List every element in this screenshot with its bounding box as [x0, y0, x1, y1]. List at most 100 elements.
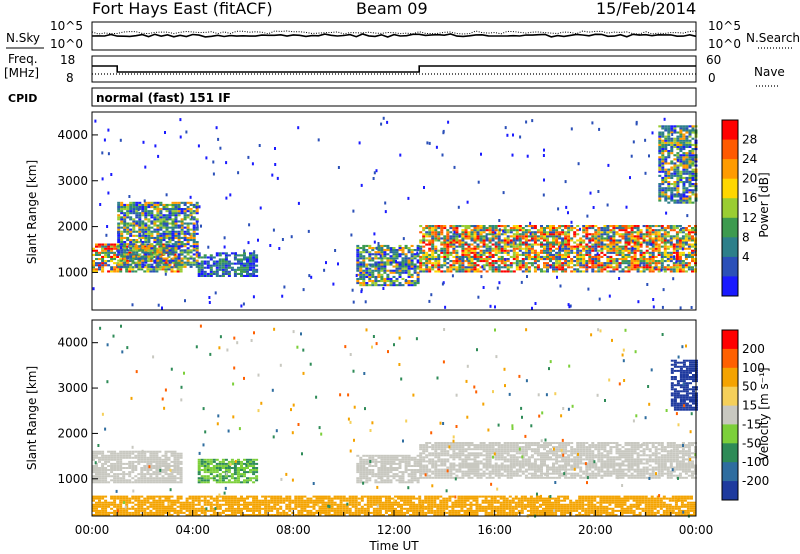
power-cell — [425, 227, 429, 230]
velocity-cell — [443, 464, 447, 467]
velocity-cell — [449, 476, 453, 479]
velocity-cell — [383, 456, 387, 459]
power-cell — [658, 166, 662, 169]
power-cell — [120, 239, 124, 242]
power-cell — [147, 257, 151, 260]
power-cell — [579, 239, 583, 242]
velocity-cell — [434, 448, 438, 451]
velocity-cell — [449, 470, 453, 473]
power-cell — [509, 231, 513, 234]
power-cell — [252, 274, 256, 277]
power-cell — [359, 277, 363, 280]
power-cell — [240, 266, 243, 269]
power-cell — [627, 260, 631, 263]
power-cell — [576, 233, 580, 236]
velocity-cell — [425, 450, 429, 453]
power-cell — [171, 249, 175, 252]
power-cell — [682, 145, 686, 148]
power-cell — [177, 253, 181, 256]
power-colorbar-tick: 20 — [742, 172, 757, 186]
power-cell — [691, 148, 695, 151]
power-cell — [165, 206, 169, 209]
power-cell — [518, 262, 522, 265]
power-cell — [404, 259, 408, 262]
power-cell — [569, 304, 572, 308]
power-cell — [597, 235, 601, 238]
power-cell — [189, 239, 193, 242]
power-cell — [356, 259, 360, 262]
power-cell — [618, 266, 622, 269]
power-cell — [144, 210, 148, 213]
power-cell — [600, 237, 604, 240]
velocity-cell — [464, 454, 468, 457]
power-cell — [564, 243, 568, 246]
power-cell — [383, 244, 387, 247]
velocity-cell — [419, 454, 423, 457]
velocity-cell — [200, 460, 204, 463]
velocity-cell — [440, 464, 444, 467]
power-cell — [691, 185, 695, 188]
velocity-cell — [215, 481, 219, 484]
power-cell — [588, 227, 592, 230]
power-cell — [482, 235, 486, 238]
power-cell — [524, 258, 528, 261]
power-cell — [186, 222, 190, 225]
power-cell — [159, 249, 163, 252]
power-cell — [197, 254, 201, 257]
velocity-cell — [197, 479, 201, 482]
power-cell — [144, 201, 148, 204]
velocity-cell — [110, 475, 114, 478]
power-cell — [627, 247, 631, 250]
power-cell — [597, 268, 601, 271]
power-cell — [177, 247, 181, 250]
power-cell — [177, 232, 181, 235]
power-cell — [670, 125, 674, 128]
power-cell — [588, 245, 592, 248]
velocity-cell — [252, 460, 256, 463]
power-cell — [437, 262, 441, 265]
power-cell — [419, 225, 423, 228]
power-cell — [212, 260, 216, 263]
power-cell — [654, 233, 658, 236]
power-cell — [603, 247, 607, 250]
power-cell — [123, 251, 127, 254]
power-cell — [500, 239, 504, 242]
velocity-cell — [92, 456, 95, 459]
power-cell — [132, 226, 136, 229]
power-cell — [684, 255, 688, 258]
power-cell — [195, 220, 199, 223]
power-cell — [681, 247, 684, 251]
power-cell — [123, 241, 127, 244]
power-cell — [552, 239, 555, 242]
power-cell — [218, 268, 222, 271]
velocity-cell — [140, 473, 144, 476]
power-cell — [186, 208, 190, 211]
power-cell — [455, 245, 459, 248]
power-cell — [162, 230, 166, 233]
power-cell — [162, 247, 166, 250]
power-cell — [147, 220, 151, 223]
power-cell — [129, 234, 133, 237]
velocity-cell — [146, 477, 150, 480]
power-cell — [667, 127, 671, 130]
velocity-cell — [240, 469, 243, 471]
power-ytick-label: 1000 — [57, 265, 88, 279]
power-cell — [669, 270, 673, 273]
power-cell — [688, 145, 692, 148]
power-cell — [135, 230, 139, 233]
power-cell — [658, 193, 662, 196]
freq-series — [92, 65, 696, 75]
power-cell — [401, 257, 405, 260]
power-cell — [676, 170, 680, 173]
power-cell — [395, 263, 399, 266]
velocity-cell — [470, 454, 474, 457]
power-cell — [431, 262, 435, 265]
power-cell — [141, 257, 145, 260]
power-cell — [678, 255, 682, 258]
power-cell — [107, 128, 110, 132]
power-cell — [621, 253, 625, 256]
power-cell — [383, 249, 387, 252]
power-cell — [536, 268, 540, 271]
velocity-cell — [377, 475, 381, 478]
power-cell — [165, 224, 169, 227]
